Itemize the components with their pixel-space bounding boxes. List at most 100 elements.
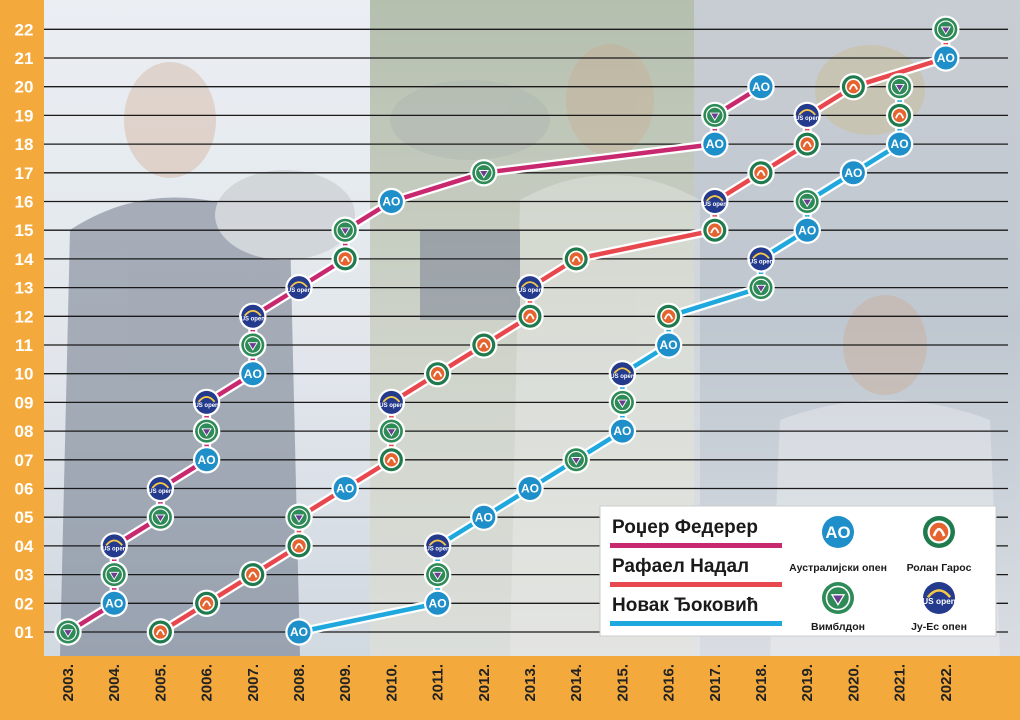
data-point-ao-icon: AO [839,159,868,187]
svg-text:AO: AO [706,137,724,151]
data-point-usopen-icon: US open [608,360,637,388]
data-point-wimbledon-icon [54,618,82,646]
y-tick-label: 20 [15,78,34,97]
legend-wimbledon-icon [819,579,857,617]
data-point-wimbledon-icon [331,216,359,244]
legend-djokovic-label: Новак Ђоковић [612,595,758,616]
svg-text:US open: US open [287,288,312,294]
svg-text:AO: AO [752,80,770,94]
y-tick-label: 15 [15,221,34,240]
data-point-wimbledon-icon [285,503,313,531]
x-tick-label: 2021. [892,664,909,702]
x-tick-label: 2014. [568,664,585,702]
data-point-ao-icon: AO [793,216,821,244]
data-point-ao-icon: AO [701,130,729,158]
svg-text:US open: US open [518,288,543,294]
y-tick-label: 21 [15,49,34,68]
legend-federer-label: Роџер Федерер [612,517,758,538]
data-point-wimbledon-icon [793,187,821,216]
legend-us-open-label: Ју-Ес опен [911,621,967,633]
y-tick-label: 16 [15,193,34,212]
svg-text:US open: US open [194,403,219,409]
svg-text:AO: AO [891,137,909,151]
x-tick-label: 2007. [245,664,262,702]
data-point-wimbledon-icon [608,388,637,417]
data-point-wimbledon-icon [146,503,175,531]
data-point-rolandgarros-icon [839,73,868,101]
data-point-wimbledon-icon [470,159,498,187]
x-tick-label: 2009. [337,664,354,702]
svg-text:AO: AO [244,367,262,381]
svg-text:AO: AO [825,523,850,542]
data-point-wimbledon-icon [562,446,590,474]
svg-text:AO: AO [336,482,354,496]
y-tick-label: 22 [15,20,34,39]
data-point-ao-icon: AO [100,589,128,617]
y-axis-band [0,0,44,720]
x-tick-label: 2020. [845,664,862,702]
legend-ao-icon: AO [819,513,857,551]
data-point-ao-icon: AO [516,474,544,503]
data-point-rolandgarros-icon [562,245,590,273]
svg-text:US open: US open [241,317,266,323]
player-silhouette-middle [390,44,700,656]
data-point-wimbledon-icon [192,417,221,445]
data-point-usopen-icon: US open [239,302,267,330]
y-tick-label: 18 [15,135,34,154]
y-tick-label: 17 [15,164,34,183]
svg-text:AO: AO [475,510,493,524]
data-point-ao-icon: AO [377,187,406,216]
legend-nadal-swatch [610,582,782,587]
data-point-wimbledon-icon [239,331,267,359]
x-tick-label: 2008. [291,664,308,702]
y-tick-label: 12 [15,307,34,326]
legend-roland-garros-icon [920,513,958,551]
data-point-usopen-icon: US open [100,532,128,560]
data-point-usopen-icon: US open [516,273,544,302]
x-axis-band [0,656,1020,720]
data-point-rolandgarros-icon [285,532,313,560]
data-point-rolandgarros-icon [239,560,267,589]
data-point-rolandgarros-icon [377,446,406,474]
legend-roland-garros-label: Ролан Гарос [907,562,972,574]
x-tick-label: 2016. [661,664,678,702]
svg-text:AO: AO [290,625,308,639]
y-tick-label: 08 [15,422,34,441]
svg-text:US open: US open [425,546,450,552]
svg-text:US open: US open [148,489,173,495]
data-point-wimbledon-icon [701,101,729,130]
y-tick-label: 19 [15,106,34,125]
y-tick-label: 05 [15,508,34,527]
legend: Роџер Федерер Рафаел Надал Новак Ђоковић… [599,505,997,637]
y-tick-label: 01 [15,623,34,642]
data-point-ao-icon: AO [470,503,498,531]
legend-us-open-icon: US open [920,579,958,617]
data-point-wimbledon-icon [377,417,406,445]
svg-text:AO: AO [937,51,955,65]
x-tick-label: 2006. [199,664,216,702]
svg-text:AO: AO [844,166,862,180]
x-tick-label: 2012. [476,664,493,702]
data-point-wimbledon-icon [932,15,960,44]
data-point-ao-icon: AO [747,73,775,101]
data-point-usopen-icon: US open [146,474,175,503]
legend-federer-swatch [610,543,782,548]
data-point-ao-icon: AO [423,589,452,617]
svg-text:US open: US open [703,202,728,208]
svg-text:US open: US open [610,374,635,380]
x-axis-tick-labels: 2003. 2004. 2005. 2006. 2007. 2008. 2009. 2010.… [60,664,955,702]
svg-text:AO: AO [660,338,678,352]
data-point-wimbledon-icon [885,73,914,101]
y-tick-label: 11 [15,336,33,355]
x-tick-label: 2022. [938,664,955,702]
svg-text:AO: AO [382,195,400,209]
svg-text:US open: US open [749,259,774,265]
data-point-wimbledon-icon [423,560,452,589]
svg-text:AO: AO [521,482,539,496]
data-point-ao-icon: AO [885,130,914,158]
svg-text:US open: US open [795,116,820,122]
x-tick-label: 2011. [430,664,447,701]
data-point-ao-icon: AO [331,474,359,503]
data-point-wimbledon-icon [747,273,775,302]
